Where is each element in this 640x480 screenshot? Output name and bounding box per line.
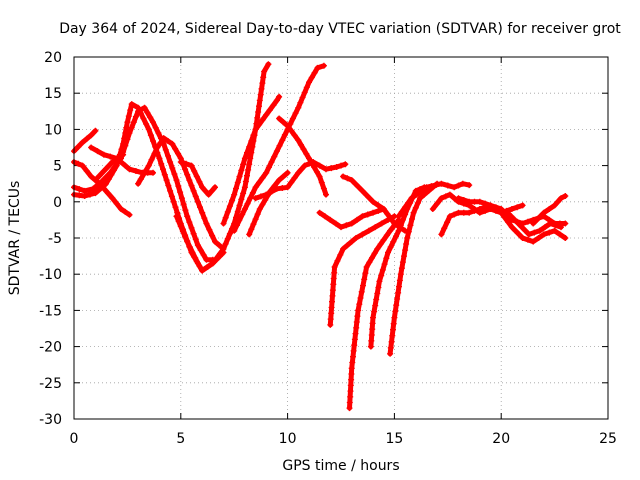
series-markers: [92, 151, 127, 184]
series-markers: [504, 209, 564, 238]
series-arc-11: [231, 62, 327, 234]
series-markers: [135, 135, 227, 252]
series-layer: [71, 61, 569, 412]
y-tick-label: -25: [39, 376, 62, 392]
x-tick-label: 5: [176, 431, 185, 447]
series-arc-06: [92, 151, 127, 184]
series-arc-09: [173, 61, 272, 274]
x-tick-label: 20: [492, 431, 510, 447]
series-arc-24: [455, 195, 569, 245]
tick-marks: [73, 56, 609, 420]
y-tick-label: -5: [48, 231, 62, 247]
chart-title: Day 364 of 2024, Sidereal Day-to-day VTE…: [59, 21, 621, 37]
series-arc-25: [504, 209, 564, 238]
x-tick-label: 10: [279, 431, 297, 447]
y-tick-label: -10: [39, 267, 62, 283]
series-markers: [327, 213, 398, 328]
x-tick-label: 25: [599, 431, 617, 447]
y-tick-label: 10: [44, 122, 62, 138]
y-tick-label: -20: [39, 340, 62, 356]
series-markers: [220, 93, 283, 227]
x-axis-tick-labels: 0 5 10 15 20 25: [70, 431, 617, 447]
series-arc-17: [327, 213, 398, 328]
series-markers: [173, 61, 272, 274]
series-arc-21: [395, 180, 473, 220]
series-arc-20: [387, 180, 441, 357]
x-tick-label: 0: [70, 431, 79, 447]
series-markers: [276, 115, 329, 198]
y-axis-tick-labels: -30 -25 -20 -15 -10 -5 0 5 10 15 20: [39, 50, 62, 428]
series-arc-07: [135, 135, 227, 252]
series-markers: [395, 180, 473, 220]
series-markers: [346, 216, 402, 412]
y-axis-label: SDTVAR / TECUs: [7, 181, 23, 296]
series-arc-10: [220, 93, 283, 227]
series-markers: [530, 193, 569, 227]
x-tick-label: 15: [385, 431, 403, 447]
y-tick-label: 15: [44, 86, 62, 102]
y-tick-label: -15: [39, 303, 62, 319]
series-markers: [316, 206, 387, 231]
series-arc-18: [346, 216, 402, 412]
y-tick-label: -30: [39, 412, 62, 428]
y-tick-label: 20: [44, 50, 62, 66]
series-markers: [387, 180, 441, 357]
y-tick-label: 0: [53, 195, 62, 211]
x-axis-label: GPS time / hours: [282, 458, 399, 474]
series-arc-15: [316, 206, 387, 231]
series-markers: [455, 195, 569, 245]
series-arc-14: [276, 115, 329, 198]
series-markers: [231, 62, 327, 234]
y-tick-label: 5: [53, 159, 62, 175]
plot-frame: [73, 56, 609, 420]
series-arc-08: [177, 159, 218, 198]
series-arc-26: [530, 193, 569, 227]
series-markers: [177, 159, 218, 198]
